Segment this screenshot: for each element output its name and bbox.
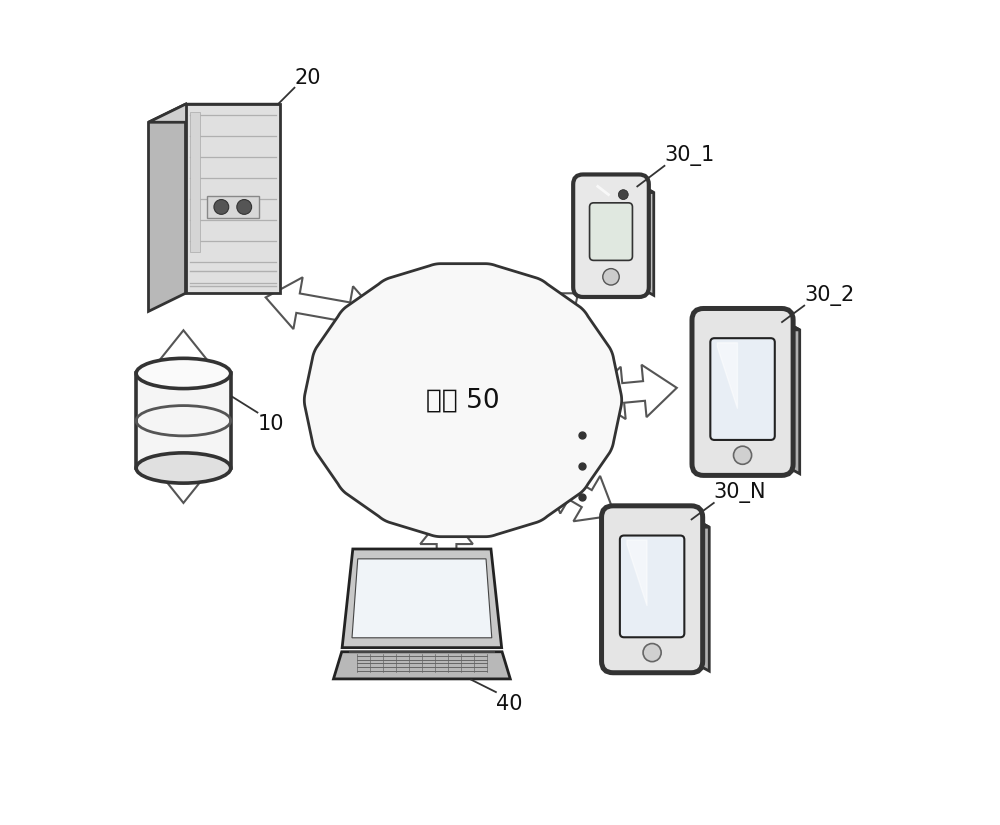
Circle shape xyxy=(603,269,619,285)
Text: 40: 40 xyxy=(496,694,522,714)
Bar xyxy=(136,374,231,468)
Ellipse shape xyxy=(136,358,231,389)
Circle shape xyxy=(643,644,661,662)
FancyBboxPatch shape xyxy=(692,309,793,475)
Polygon shape xyxy=(266,277,381,338)
Circle shape xyxy=(618,190,628,200)
Polygon shape xyxy=(782,320,800,474)
Text: 30_1: 30_1 xyxy=(664,145,715,166)
Text: 30_N: 30_N xyxy=(714,482,766,503)
Ellipse shape xyxy=(136,453,231,483)
Polygon shape xyxy=(420,512,473,610)
FancyBboxPatch shape xyxy=(207,196,259,219)
Text: 20: 20 xyxy=(294,68,321,87)
Polygon shape xyxy=(704,320,800,330)
Polygon shape xyxy=(149,104,186,311)
Text: 30_2: 30_2 xyxy=(804,285,854,305)
FancyBboxPatch shape xyxy=(602,506,703,672)
Polygon shape xyxy=(157,330,210,503)
Polygon shape xyxy=(691,517,709,671)
Polygon shape xyxy=(545,468,615,521)
Polygon shape xyxy=(304,264,622,537)
Polygon shape xyxy=(190,112,200,252)
Polygon shape xyxy=(583,184,654,192)
Text: 10: 10 xyxy=(257,414,284,434)
FancyBboxPatch shape xyxy=(186,104,280,293)
Text: 网络 50: 网络 50 xyxy=(426,387,500,413)
FancyBboxPatch shape xyxy=(590,203,632,261)
Polygon shape xyxy=(590,365,677,419)
Polygon shape xyxy=(342,549,502,648)
Circle shape xyxy=(734,446,752,464)
Polygon shape xyxy=(639,184,654,295)
Circle shape xyxy=(214,200,229,215)
FancyBboxPatch shape xyxy=(710,338,775,440)
Polygon shape xyxy=(352,559,492,638)
Circle shape xyxy=(237,200,252,215)
FancyBboxPatch shape xyxy=(620,535,684,637)
Polygon shape xyxy=(536,285,579,334)
Polygon shape xyxy=(334,652,510,679)
FancyBboxPatch shape xyxy=(573,174,649,297)
Polygon shape xyxy=(613,517,709,527)
Polygon shape xyxy=(149,104,280,122)
